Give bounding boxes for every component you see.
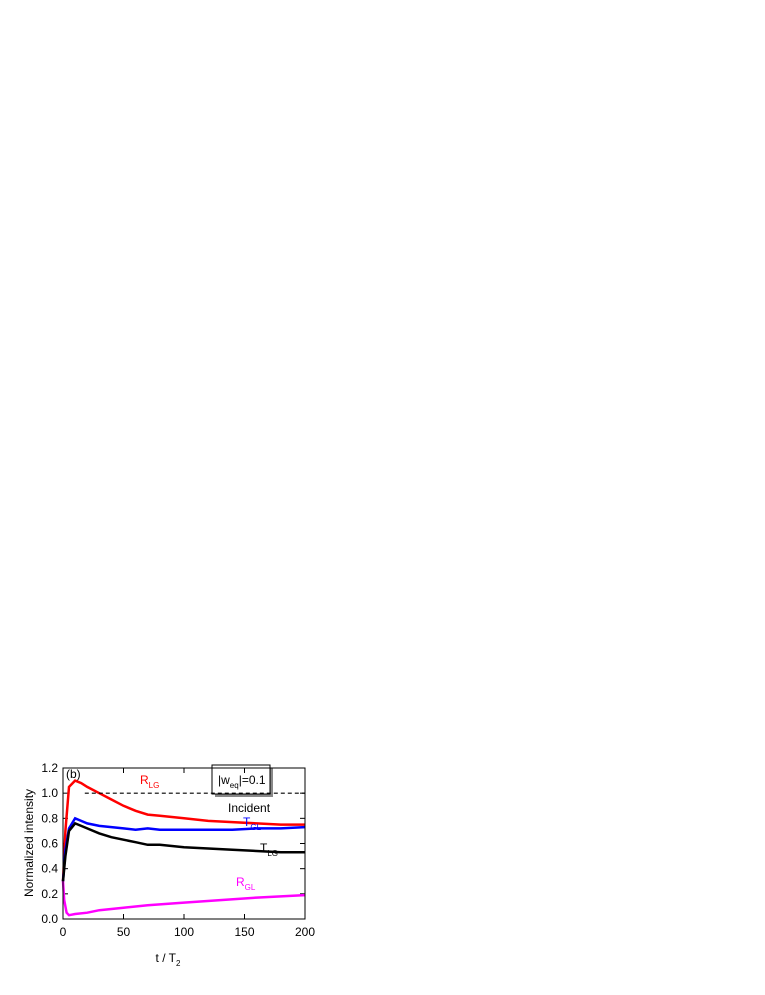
y-axis-label: Normalized intensity	[22, 789, 36, 897]
annotation-box	[211, 764, 271, 795]
series-name: T	[243, 815, 251, 829]
x-tick-label: 150	[234, 925, 254, 939]
y-tick-label: 1.2	[41, 761, 58, 775]
plot-frame	[62, 767, 306, 920]
x-tick-label: 0	[60, 925, 67, 939]
x-tick-label: 100	[174, 925, 194, 939]
series-name: T	[260, 841, 268, 855]
series-name: R	[236, 875, 245, 889]
series-subscript: LG	[149, 781, 160, 790]
y-tick-label: 0.4	[41, 862, 58, 876]
annotation-subscript: eq	[230, 781, 239, 790]
annotation-prefix: |w	[218, 773, 230, 787]
series-name: R	[140, 773, 149, 787]
x-tick-label: 50	[117, 925, 131, 939]
annotation-suffix: |=0.1	[239, 773, 266, 787]
series-name: Incident	[228, 801, 271, 815]
y-tick-label: 0.2	[41, 887, 58, 901]
panel-label: (b)	[66, 767, 81, 781]
y-tick-label: 1.0	[41, 786, 58, 800]
x-tick-label: 200	[295, 925, 315, 939]
y-tick-label: 0.6	[41, 837, 58, 851]
y-tick-label: 0.8	[41, 811, 58, 825]
x-axis-label: t / T2	[156, 951, 181, 968]
series-subscript: LG	[267, 849, 278, 858]
series-line	[61, 881, 306, 917]
x-label-text: t / T	[156, 951, 177, 965]
series-line	[61, 779, 305, 882]
series-line	[61, 816, 306, 882]
annotation: |weq|=0.1	[218, 773, 266, 790]
series-line	[61, 821, 305, 882]
x-label-subscript: 2	[176, 959, 181, 968]
y-tick-label: 0.0	[41, 912, 58, 926]
series-subscript: GL	[250, 823, 261, 832]
series-label: TLG	[260, 841, 278, 858]
series-label: RGL	[236, 875, 256, 892]
series-label: RLG	[140, 773, 159, 790]
series-label: TGL	[243, 815, 262, 832]
series-subscript: GL	[245, 883, 256, 892]
series-label: Incident	[228, 801, 271, 815]
